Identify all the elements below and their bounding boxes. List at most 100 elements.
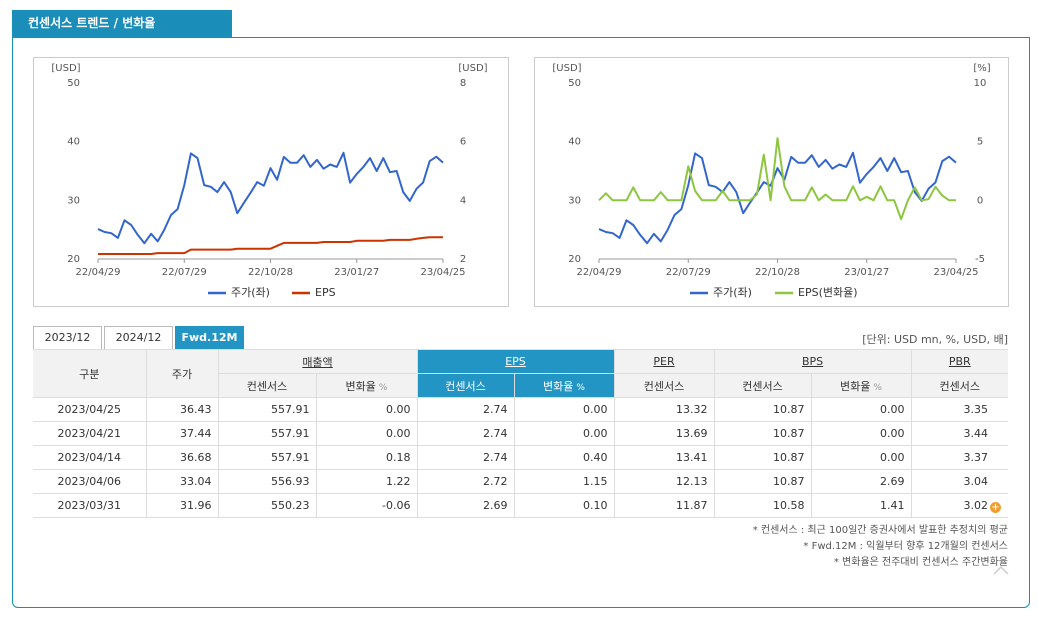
more-icon[interactable]: + xyxy=(990,502,1001,513)
legend-label: EPS xyxy=(315,286,336,299)
cell: 0.00 xyxy=(315,421,418,446)
x-tick-label: 22/07/29 xyxy=(666,267,711,278)
cell: 0.00 xyxy=(315,397,418,422)
cell: 2023/04/06 xyxy=(33,469,147,494)
cell: 37.44 xyxy=(145,421,219,446)
subheader-text: 변화율 xyxy=(543,379,574,393)
header-cell: 주가 xyxy=(145,349,219,398)
cell: 2023/03/31 xyxy=(33,493,147,518)
header-text: BPS xyxy=(801,355,824,368)
header-cell: PBR xyxy=(910,349,1009,374)
x-tick-label: 22/10/28 xyxy=(755,267,800,278)
subheader-text: 컨센서스 xyxy=(742,379,783,393)
subheader-text: 컨센서스 xyxy=(445,379,486,393)
tab[interactable]: 2024/12 xyxy=(104,326,173,349)
y-tick-label: 20 xyxy=(67,254,80,265)
header-text: PBR xyxy=(948,355,971,368)
y2-tick-label: 6 xyxy=(460,137,466,148)
header-text: 매출액 xyxy=(302,355,333,369)
data-row: 2023/04/14 36.68 557.91 0.18 2.74 0.40 13.41 10… xyxy=(33,445,1009,470)
subheader-text: 컨센서스 xyxy=(246,379,288,393)
series-line xyxy=(97,151,444,245)
cell: 2.74 xyxy=(416,445,515,470)
subheader-cell: 변화율% xyxy=(315,373,418,398)
cell: 0.00 xyxy=(810,445,912,470)
scroll-top[interactable] xyxy=(992,564,1010,576)
subheader-text: 컨센서스 xyxy=(643,379,685,393)
y-tick-label: 50 xyxy=(67,78,80,89)
cell: 3.44 xyxy=(910,421,1009,446)
cell: 13.41 xyxy=(613,445,715,470)
cell: 10.58 xyxy=(713,493,812,518)
x-tick-label: 22/07/29 xyxy=(162,267,207,278)
y-tick-label: 40 xyxy=(568,137,581,148)
note: * Fwd.12M : 익월부터 향후 12개월의 컨센서스 xyxy=(803,541,1008,552)
data-row: 2023/04/06 33.04 556.93 1.22 2.72 1.15 12.13 10… xyxy=(33,469,1009,494)
legend-label: 주가(좌) xyxy=(713,286,752,299)
cell: 2.69 xyxy=(416,493,515,518)
y2-tick-label: -5 xyxy=(975,254,985,265)
data-row: 2023/03/31 31.96 550.23 -0.06 2.69 0.10 11.87 1… xyxy=(33,493,1009,518)
cell: 2.69 xyxy=(810,469,912,494)
cell: 11.87 xyxy=(613,493,715,518)
cell: 2.74 xyxy=(416,397,515,422)
cell: 2.72 xyxy=(416,469,515,494)
cell: 36.68 xyxy=(145,445,219,470)
x-tick-label: 23/01/27 xyxy=(334,267,379,278)
x-tick-label: 23/01/27 xyxy=(844,267,889,278)
y-tick-label: 30 xyxy=(67,195,80,206)
cell: 557.91 xyxy=(217,421,317,446)
x-tick-label: 22/04/29 xyxy=(577,267,622,278)
subheader-cell: 변화율% xyxy=(513,373,615,398)
unit-mark: % xyxy=(576,382,585,393)
x-tick-label: 22/04/29 xyxy=(76,267,121,278)
cell: 10.87 xyxy=(713,421,812,446)
cell: 3.04 xyxy=(910,469,1009,494)
chart-box xyxy=(534,57,1009,307)
header-cell: PER xyxy=(613,349,715,374)
cell: 2023/04/25 xyxy=(33,397,147,422)
y2-tick-label: 8 xyxy=(460,78,466,89)
panel xyxy=(12,37,1030,608)
cell: 0.00 xyxy=(810,397,912,422)
x-tick-label: 23/04/25 xyxy=(934,267,979,278)
note: * 컨센서스 : 최근 100일간 증권사에서 발표한 추정치의 평균 xyxy=(752,525,1008,536)
header-cell: BPS xyxy=(713,349,912,374)
y-axis-unit: [USD] xyxy=(51,63,80,74)
subheader-text: 변화율 xyxy=(345,379,376,393)
header-cell: 구분 xyxy=(33,349,147,398)
cell: 0.40 xyxy=(513,445,615,470)
y2-tick-label: 4 xyxy=(460,195,466,206)
cell: 2.74 xyxy=(416,421,515,446)
legend-label: EPS(변화율) xyxy=(798,286,858,299)
subheader-cell: 컨센서스 xyxy=(218,373,317,398)
series-line xyxy=(598,151,957,245)
y-tick-label: 40 xyxy=(67,137,80,148)
tab[interactable]: Fwd.12M xyxy=(175,326,244,349)
y2-axis-unit: [USD] xyxy=(458,63,487,74)
subheader-row: 컨센서스 변화율% 컨센서스 변화율% 컨센서스 컨센서스 변화율% 컨센서스 xyxy=(33,373,1009,398)
y-tick-label: 50 xyxy=(568,78,581,89)
panel-title: 컨센서스 트렌드 / 변화율 xyxy=(12,10,232,37)
cell: 0.18 xyxy=(315,445,418,470)
tab[interactable]: 2023/12 xyxy=(33,326,102,349)
cell: 1.15 xyxy=(513,469,615,494)
y2-tick-label: 10 xyxy=(974,78,987,89)
cell: 557.91 xyxy=(217,397,317,422)
cell: 12.13 xyxy=(613,469,715,494)
header-cell: EPS xyxy=(416,349,615,374)
cell: 3.37 xyxy=(910,445,1009,470)
subheader-cell: 컨센서스 xyxy=(613,373,715,398)
chart-box xyxy=(33,57,509,307)
cell: 3.35 xyxy=(910,397,1009,422)
cell: 10.87 xyxy=(713,469,812,494)
cell: -0.06 xyxy=(315,493,418,518)
unit-mark: % xyxy=(873,382,882,393)
y-axis-unit: [USD] xyxy=(552,63,581,74)
header-text: EPS xyxy=(505,355,526,368)
cell: 13.32 xyxy=(613,397,715,422)
y2-tick-label: 5 xyxy=(977,137,983,148)
note: * 변화율은 전주대비 컨센서스 주간변화율 xyxy=(833,557,1008,568)
